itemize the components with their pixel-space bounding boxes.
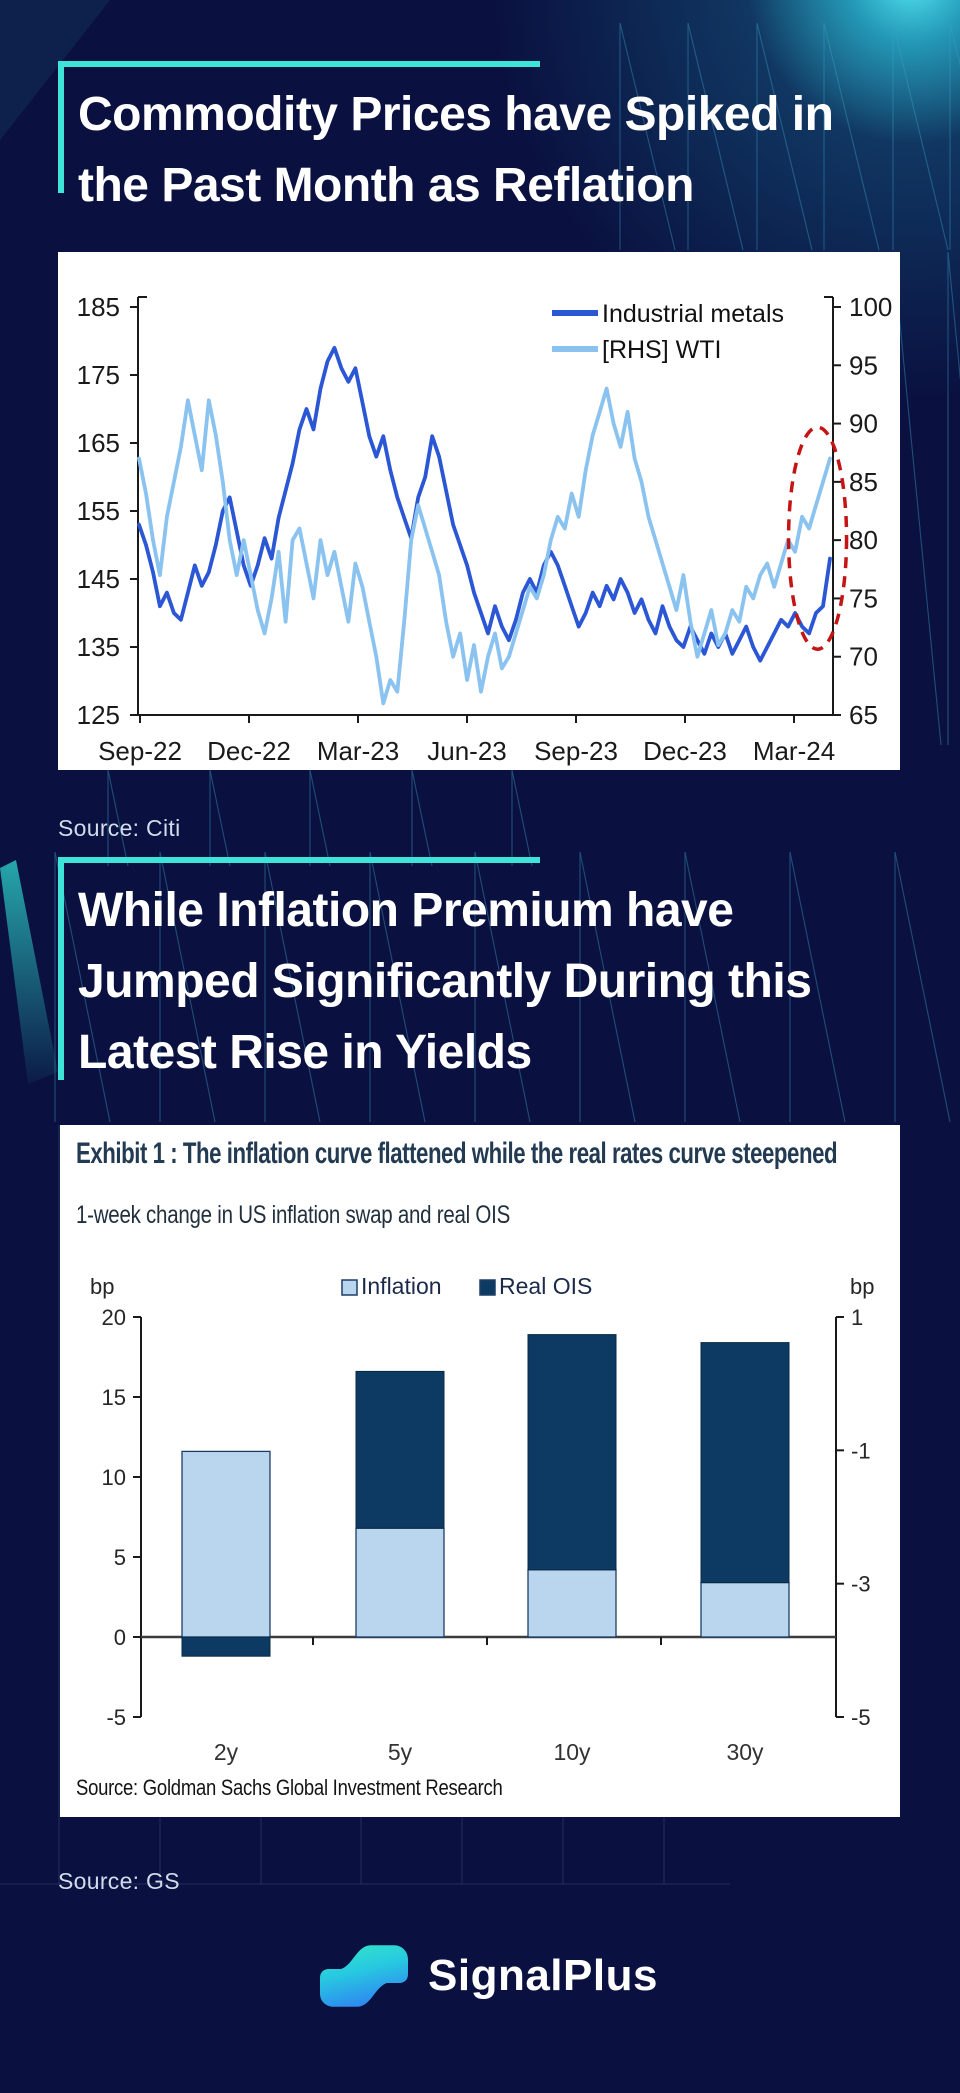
exhibit-title: Exhibit 1 : The inflation curve flattene… (76, 1137, 838, 1170)
accent-bar-top (58, 61, 540, 67)
exhibit-source: Source: Goldman Sachs Global Investment … (76, 1775, 503, 1800)
inflation-bar-chart: Inflation Real OIS bp bp 20 15 10 5 0 -5 1 -1 -3 -5 2y… (90, 1273, 874, 1765)
svg-text:15: 15 (102, 1385, 126, 1410)
bar-inflation-30y (700, 1581, 790, 1638)
svg-text:Real OIS: Real OIS (499, 1273, 592, 1299)
svg-text:0: 0 (114, 1625, 126, 1650)
source-citi: Source: Citi (58, 815, 181, 841)
svg-text:95: 95 (849, 350, 878, 380)
svg-text:2y: 2y (214, 1739, 239, 1765)
svg-text:185: 185 (77, 292, 120, 322)
svg-text:100: 100 (849, 292, 892, 322)
svg-text:Sep-22: Sep-22 (98, 736, 182, 766)
bar-real-ois-30y (700, 1342, 790, 1584)
bar-chart-panel: Exhibit 1 : The inflation curve flattene… (58, 1125, 900, 1817)
exhibit-subtitle: 1-week change in US inflation swap and r… (76, 1201, 510, 1229)
svg-text:75: 75 (849, 583, 878, 613)
svg-text:Industrial metals: Industrial metals (602, 300, 784, 328)
signalplus-icon (320, 1945, 408, 2007)
svg-text:30y: 30y (726, 1739, 764, 1765)
commodity-line-chart: 185 175 165 155 145 135 125 100 95 90 85 80 75 70 65 Se… (77, 292, 893, 766)
svg-text:65: 65 (849, 700, 878, 730)
svg-text:Sep-23: Sep-23 (534, 736, 618, 766)
brand-logo: SignalPlus (320, 1943, 658, 2009)
source-gs: Source: GS (58, 1868, 180, 1894)
svg-text:5: 5 (114, 1545, 126, 1570)
svg-text:80: 80 (849, 525, 878, 555)
teal-wedge (0, 860, 58, 1084)
svg-text:Inflation: Inflation (361, 1273, 442, 1299)
svg-text:20: 20 (102, 1305, 126, 1330)
svg-text:Mar-24: Mar-24 (753, 736, 835, 766)
accent-bar-top (58, 857, 540, 863)
line-series--rhs-wti (137, 386, 832, 706)
svg-text:125: 125 (77, 700, 120, 730)
svg-text:-1: -1 (851, 1438, 871, 1463)
bar-real-ois-2y (181, 1636, 271, 1657)
svg-text:Mar-23: Mar-23 (317, 736, 399, 766)
accent-bar-left (58, 61, 64, 193)
bar-inflation-2y (181, 1450, 271, 1638)
svg-text:-3: -3 (851, 1572, 871, 1597)
svg-text:[RHS] WTI: [RHS] WTI (602, 336, 721, 364)
svg-text:-5: -5 (106, 1705, 126, 1730)
headline-inflation-text: While Inflation Premium have Jumped Sign… (78, 884, 812, 1079)
brand-name: SignalPlus (428, 1951, 658, 2000)
svg-text:70: 70 (849, 642, 878, 672)
svg-text:-5: -5 (851, 1705, 871, 1730)
headline-commodity-text: Commodity Prices have Spiked in the Past… (78, 88, 834, 212)
svg-text:1: 1 (851, 1305, 863, 1330)
svg-text:135: 135 (77, 632, 120, 662)
svg-text:Dec-22: Dec-22 (207, 736, 291, 766)
svg-text:85: 85 (849, 467, 878, 497)
svg-text:90: 90 (849, 409, 878, 439)
bar-inflation-5y (355, 1527, 445, 1638)
line-chart-panel: 185 175 165 155 145 135 125 100 95 90 85 80 75 70 65 Se… (58, 252, 900, 770)
accent-bar-left (58, 857, 64, 1080)
svg-text:bp: bp (850, 1274, 874, 1299)
svg-text:155: 155 (77, 496, 120, 526)
svg-text:10: 10 (102, 1465, 126, 1490)
svg-text:Jun-23: Jun-23 (427, 736, 507, 766)
bar-real-ois-5y (355, 1370, 445, 1529)
svg-text:10y: 10y (553, 1739, 591, 1765)
headline-commodity: Commodity Prices have Spiked in the Past… (58, 61, 834, 221)
svg-text:5y: 5y (388, 1739, 413, 1765)
headline-inflation: While Inflation Premium have Jumped Sign… (58, 857, 812, 1088)
spike-highlight-ellipse (786, 425, 849, 651)
svg-text:165: 165 (77, 428, 120, 458)
svg-text:145: 145 (77, 564, 120, 594)
bar-real-ois-10y (527, 1334, 617, 1571)
svg-text:175: 175 (77, 360, 120, 390)
svg-text:Dec-23: Dec-23 (643, 736, 727, 766)
bar-inflation-10y (527, 1569, 617, 1638)
line-series-industrial-metals (137, 345, 832, 663)
svg-text:bp: bp (90, 1274, 114, 1299)
